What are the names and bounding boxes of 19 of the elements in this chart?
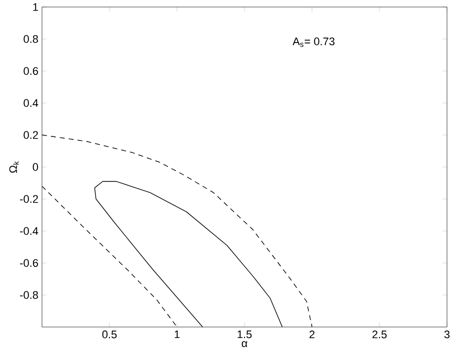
y-tick-label: -0.8: [20, 291, 38, 299]
x-tick-label: 2: [310, 330, 314, 338]
x-tick-label: 1: [174, 330, 180, 338]
y-tick-label: 0.8: [24, 35, 38, 43]
x-tick-label: 0.5: [102, 330, 117, 338]
x-tick-label: 3: [444, 330, 450, 338]
y-tick-label: 0.2: [24, 131, 38, 139]
y-tick-label: -0.4: [20, 227, 38, 235]
x-axis-title: α: [242, 341, 248, 348]
y-tick-label: 0.6: [24, 67, 38, 75]
y-tick-label: 1: [33, 3, 38, 11]
y-tick-label: 0.4: [24, 99, 38, 107]
y-tick-label: -0.6: [20, 259, 38, 267]
x-tick-label: 1.5: [238, 330, 252, 338]
x-tick-label: 2.5: [372, 330, 387, 338]
y-axis-title: Ω$_{k}$: [9, 161, 19, 173]
y-tick-label: 0: [32, 163, 38, 171]
annotation: A$_{s}$= 0.73: [292, 38, 334, 47]
y-tick-label: -0.2: [20, 195, 38, 203]
